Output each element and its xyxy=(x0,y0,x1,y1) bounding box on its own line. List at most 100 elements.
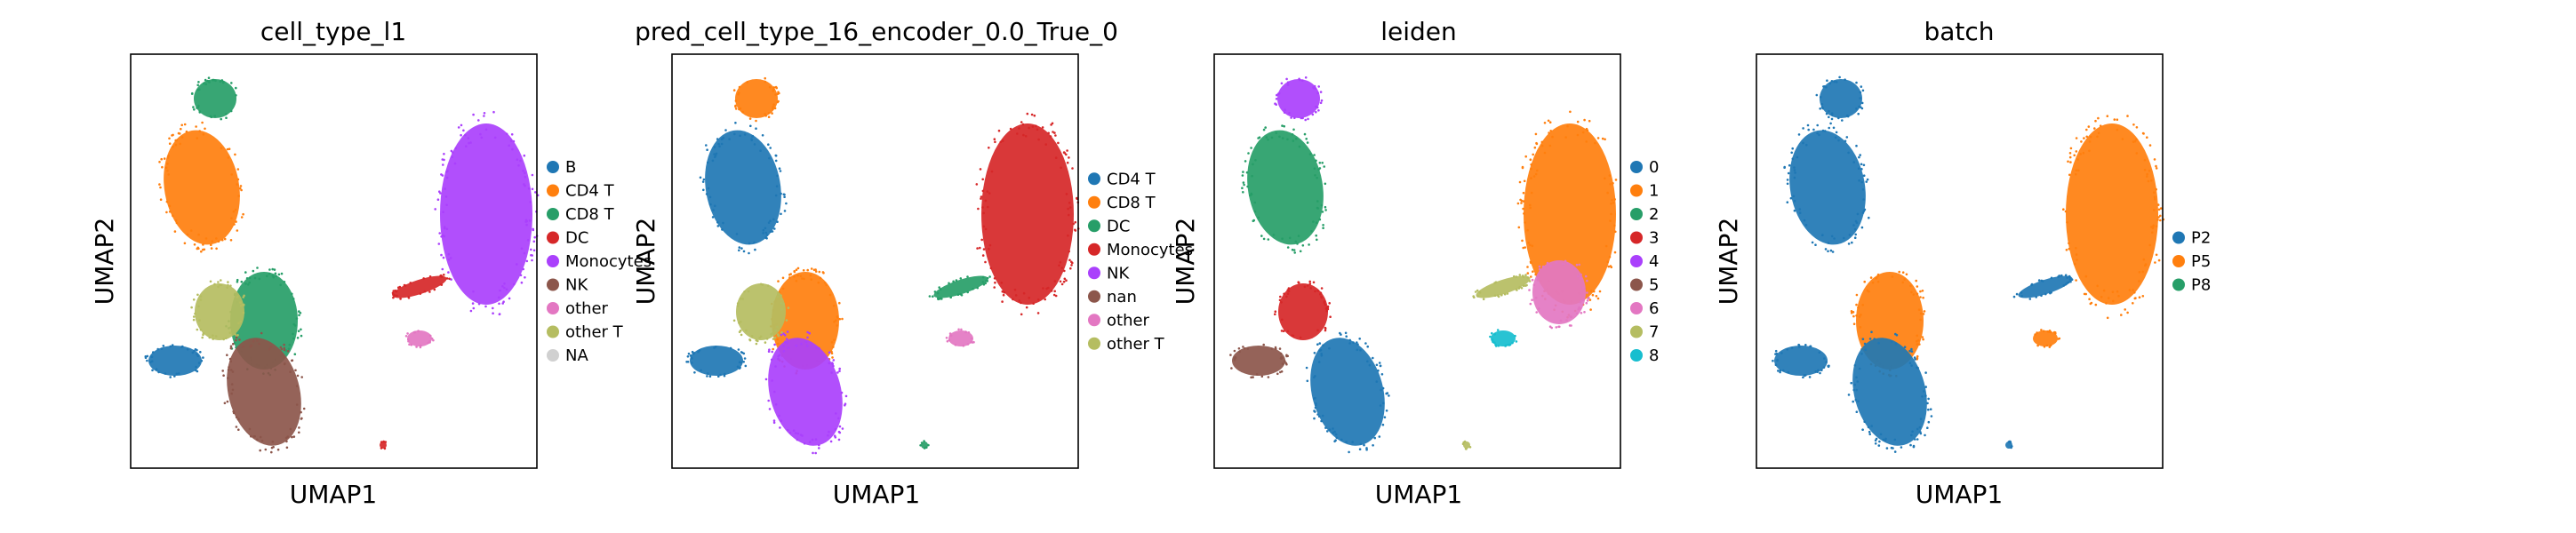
scatter-point xyxy=(284,436,288,440)
scatter-point xyxy=(1052,293,1056,297)
scatter-point xyxy=(2083,137,2085,139)
scatter-point xyxy=(1253,210,1257,213)
scatter-point xyxy=(2085,128,2088,131)
scatter-point xyxy=(1876,280,1880,283)
scatter-point xyxy=(1583,311,1586,314)
scatter-point xyxy=(300,418,303,420)
scatter-point xyxy=(2132,289,2134,291)
scatter-point xyxy=(222,338,225,341)
scatter-point xyxy=(1066,149,1068,152)
scatter-point xyxy=(714,155,717,157)
scatter-point xyxy=(1850,310,1853,313)
scatter-point xyxy=(444,195,448,198)
scatter-point xyxy=(197,81,200,84)
scatter-point xyxy=(1854,398,1858,402)
scatter-point xyxy=(469,141,472,144)
scatter-point xyxy=(450,278,452,281)
scatter-point xyxy=(2116,128,2119,131)
scatter-point xyxy=(407,296,411,298)
scatter-point xyxy=(523,183,525,186)
scatter-point xyxy=(445,227,449,231)
scatter-point xyxy=(1916,292,1919,296)
scatter-point xyxy=(164,372,167,375)
scatter-point xyxy=(748,251,750,255)
scatter-point xyxy=(838,370,841,373)
scatter-point xyxy=(1594,141,1596,145)
scatter-point xyxy=(1585,301,1588,305)
scatter-point xyxy=(1910,350,1914,353)
scatter-point xyxy=(183,242,187,245)
scatter-point xyxy=(1053,131,1056,134)
scatter-point xyxy=(1320,353,1323,355)
scatter-point xyxy=(1901,281,1904,284)
scatter-point xyxy=(1916,354,1919,358)
scatter-point xyxy=(1321,162,1324,164)
cluster-dc xyxy=(380,442,387,449)
scatter-point xyxy=(240,216,244,219)
scatter-point xyxy=(1328,302,1331,305)
scatter-point xyxy=(226,377,229,379)
scatter-point xyxy=(192,298,196,301)
scatter-point xyxy=(742,361,745,363)
scatter-point xyxy=(1856,212,1860,216)
scatter-point xyxy=(274,272,277,275)
scatter-point xyxy=(223,237,227,241)
scatter-point xyxy=(1895,333,1899,337)
scatter-point xyxy=(764,341,767,344)
scatter-point xyxy=(198,319,201,322)
scatter-point xyxy=(1348,450,1350,454)
scatter-point xyxy=(1868,430,1871,434)
scatter-point xyxy=(986,280,988,282)
scatter-point xyxy=(234,333,237,336)
scatter-point xyxy=(236,178,240,181)
scatter-point xyxy=(517,164,520,167)
scatter-point xyxy=(157,370,160,374)
scatter-point xyxy=(1859,154,1861,156)
scatter-point xyxy=(770,358,773,362)
scatter-point xyxy=(1503,292,1507,296)
scatter-point xyxy=(1031,125,1035,128)
scatter-point xyxy=(532,228,535,232)
scatter-point xyxy=(814,270,818,273)
scatter-point xyxy=(2062,208,2065,211)
scatter-point xyxy=(1314,87,1317,90)
scatter-point xyxy=(2089,135,2092,139)
scatter-point xyxy=(203,82,205,85)
scatter-point xyxy=(948,332,952,335)
scatter-point xyxy=(299,312,302,314)
scatter-point xyxy=(511,147,514,151)
scatter-point xyxy=(812,451,814,455)
legend-label: P5 xyxy=(2191,252,2211,271)
scatter-point xyxy=(268,272,271,275)
scatter-point xyxy=(719,373,722,377)
scatter-point xyxy=(685,361,688,363)
scatter-point xyxy=(1858,367,1861,370)
scatter-point xyxy=(977,207,980,211)
scatter-point xyxy=(1314,406,1317,410)
scatter-point xyxy=(997,129,1001,132)
scatter-point xyxy=(1927,420,1931,424)
scatter-point xyxy=(1529,158,1532,161)
scatter-point xyxy=(1852,161,1855,163)
scatter-point xyxy=(836,315,839,318)
scatter-point xyxy=(266,274,268,278)
cluster-dc xyxy=(392,275,447,298)
scatter-point xyxy=(2015,292,2019,296)
scatter-point xyxy=(1793,176,1796,179)
scatter-point xyxy=(814,268,817,271)
scatter-point xyxy=(1315,159,1317,163)
scatter-point xyxy=(2100,296,2103,298)
scatter-point xyxy=(294,369,297,372)
scatter-point xyxy=(1068,250,1070,253)
scatter-point xyxy=(1013,288,1017,291)
scatter-point xyxy=(1861,338,1865,341)
scatter-point xyxy=(2010,446,2012,449)
scatter-point xyxy=(1815,93,1819,97)
scatter-point xyxy=(777,342,780,346)
scatter-point xyxy=(1356,348,1359,352)
scatter-point xyxy=(295,385,299,387)
scatter-point xyxy=(787,346,790,349)
scatter-point xyxy=(523,154,526,157)
scatter-point xyxy=(2020,295,2023,298)
